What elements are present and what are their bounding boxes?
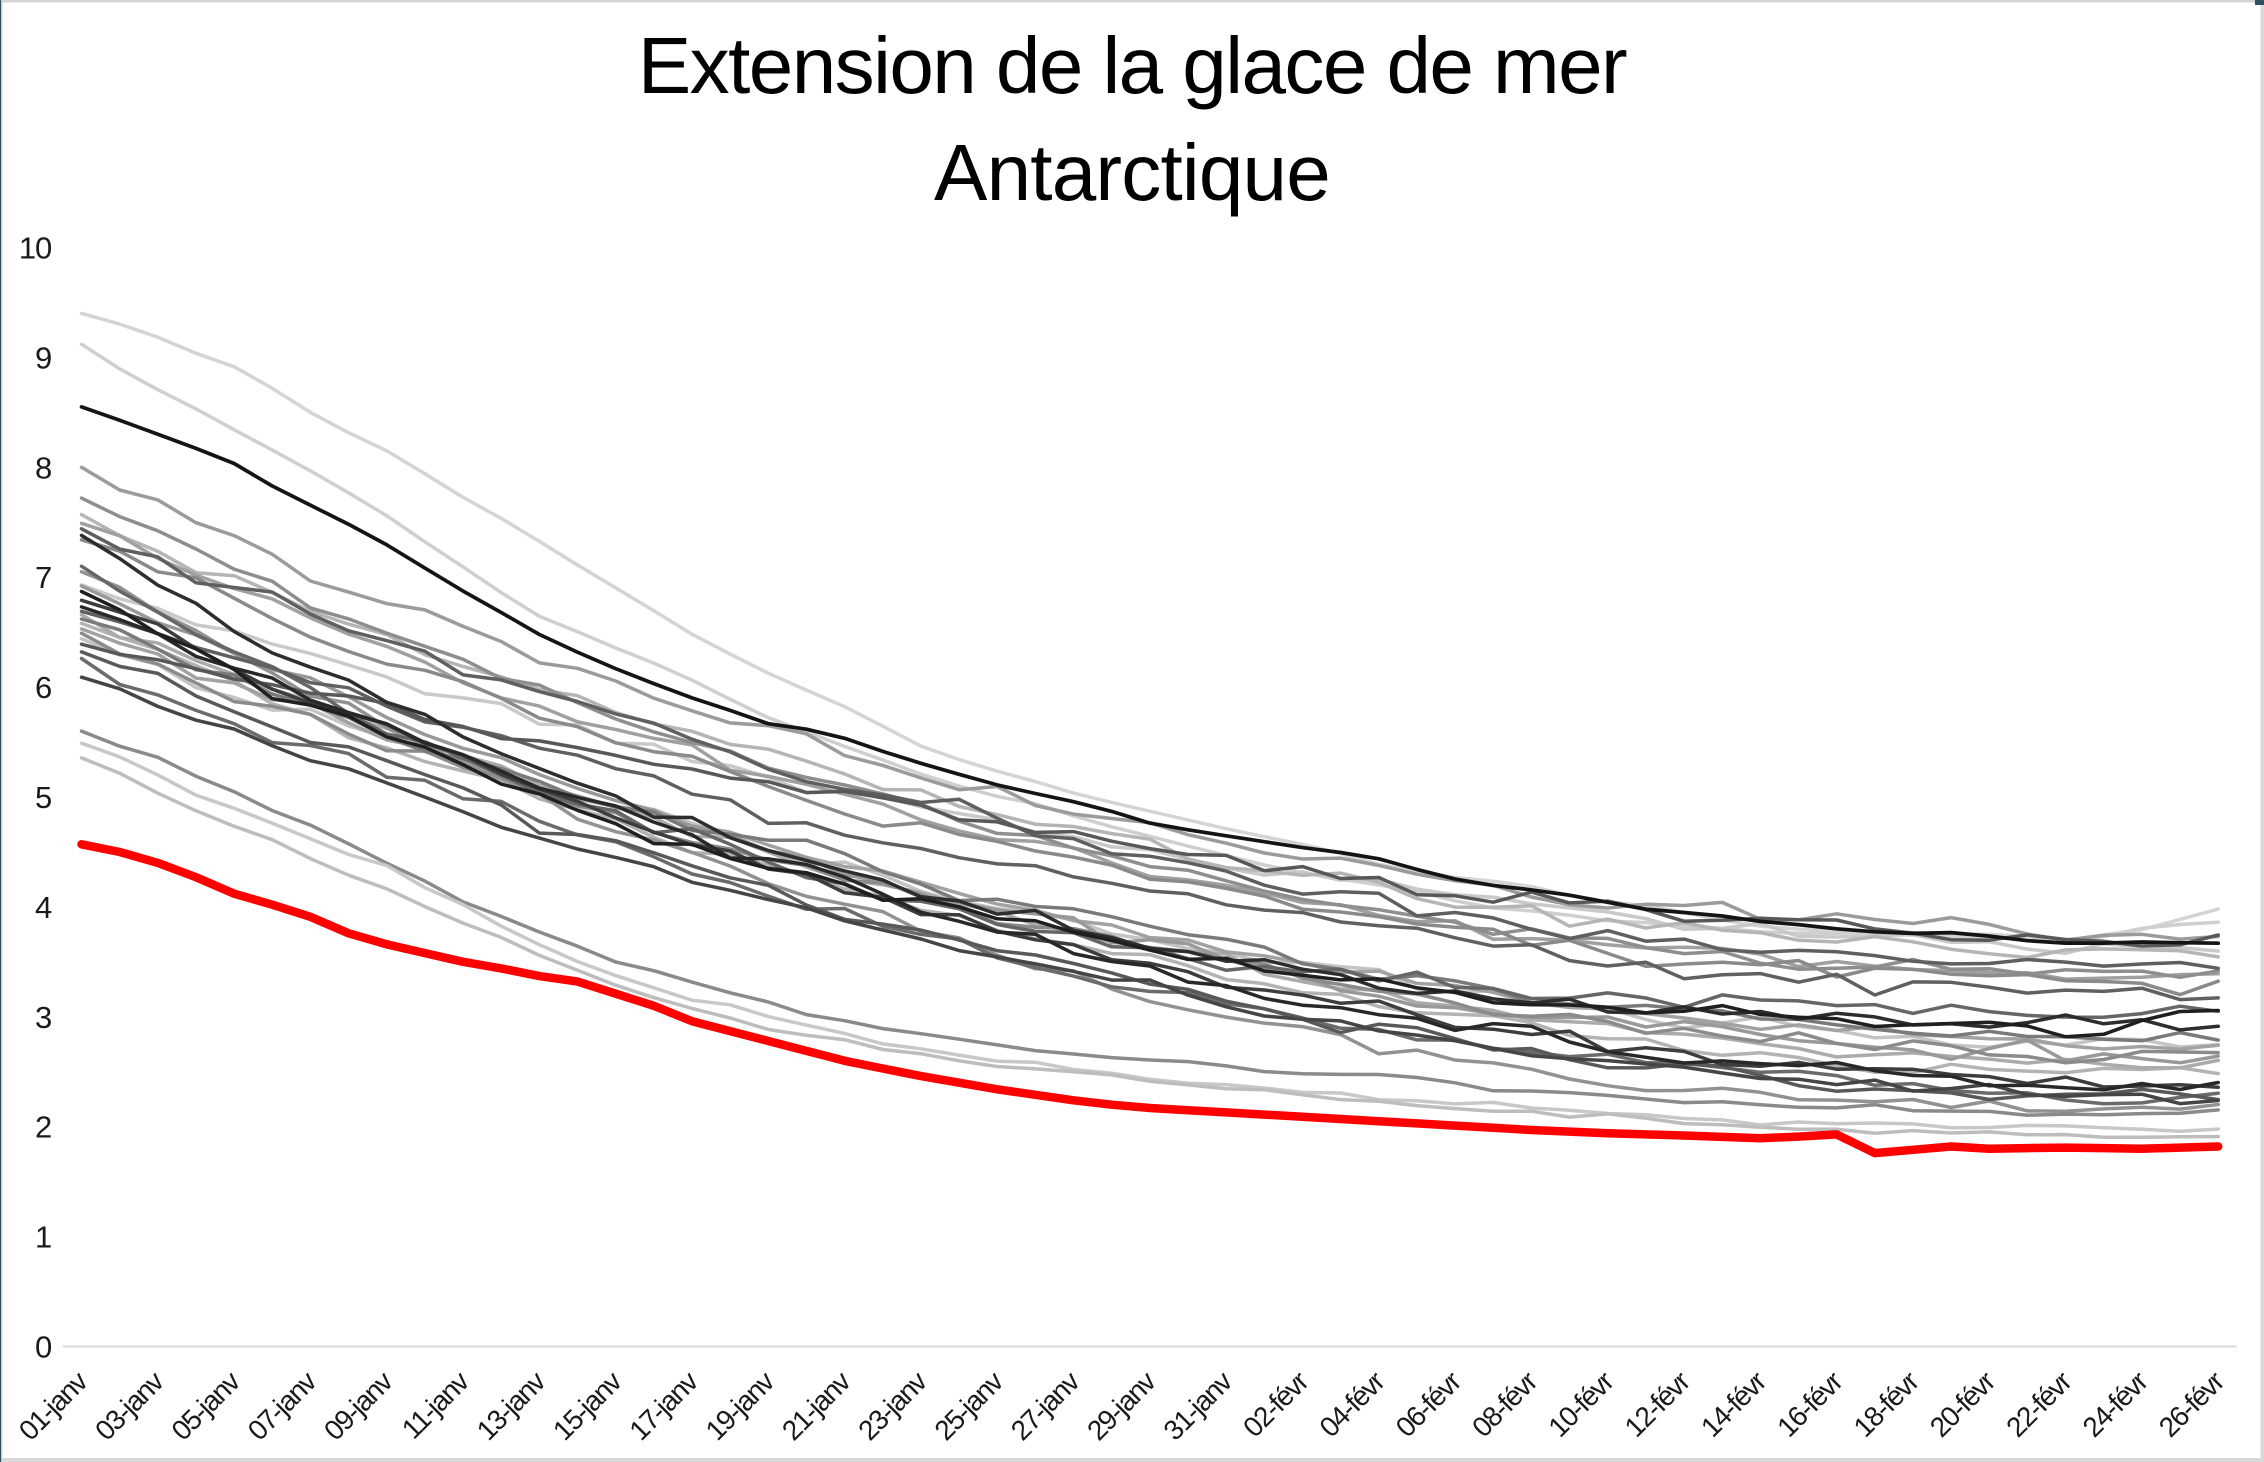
svg-text:2: 2 [35,1110,51,1145]
svg-text:0: 0 [35,1330,52,1365]
svg-text:4: 4 [35,890,52,925]
svg-text:6: 6 [35,670,51,705]
svg-text:Antarctique: Antarctique [934,128,1330,217]
svg-text:5: 5 [35,780,51,815]
svg-text:1: 1 [35,1220,51,1255]
svg-text:8: 8 [35,450,51,485]
svg-text:10: 10 [19,231,52,266]
svg-text:Extension de la glace de mer: Extension de la glace de mer [638,21,1627,110]
svg-text:7: 7 [35,560,51,595]
svg-text:9: 9 [35,340,51,375]
svg-text:3: 3 [35,1000,51,1035]
